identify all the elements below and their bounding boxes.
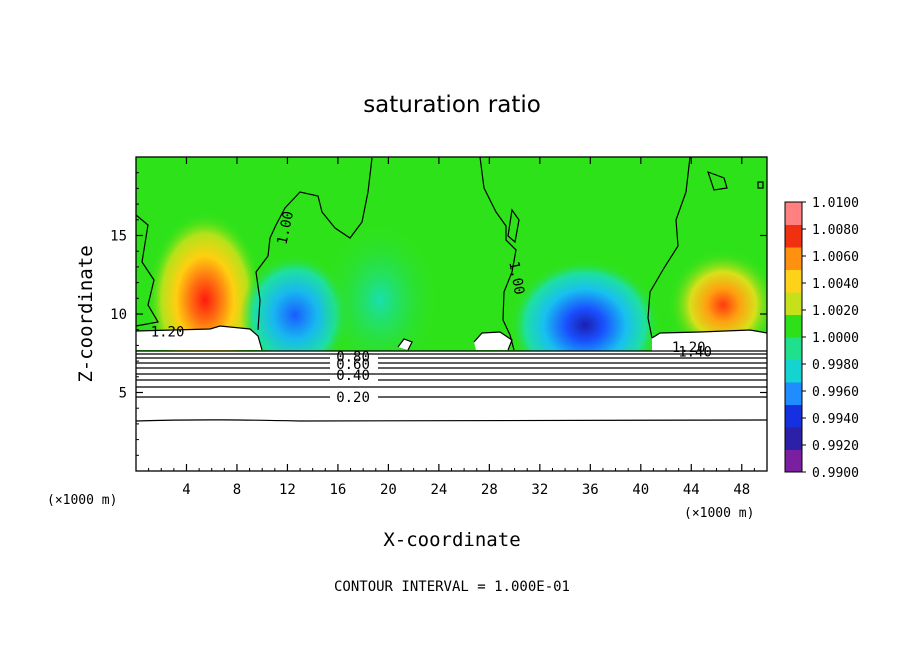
- contour-label: 1.00: [505, 260, 527, 296]
- colorbar-label: 1.0040: [812, 277, 859, 292]
- contour-label: 1.20: [151, 324, 185, 340]
- contour-label: 1.00: [275, 210, 298, 246]
- y-axis: 5 10 15: [110, 172, 767, 456]
- x-axis-label: X-coordinate: [383, 529, 520, 551]
- colorbar-label: 0.9900: [812, 466, 859, 481]
- colorbar-label: 0.9920: [812, 439, 859, 454]
- x-tick-label: 28: [481, 482, 498, 498]
- colorbar-label: 1.0060: [812, 250, 859, 265]
- contour-lines: [136, 157, 767, 423]
- contour-label: 1.20: [672, 340, 706, 356]
- x-axis: 4 8 12 16 20 24 28 32 36 40 44 48: [148, 157, 755, 498]
- contour-0.10: [136, 419, 767, 423]
- x-tick-label: 8: [233, 482, 241, 498]
- colorbar-label: 0.9980: [812, 358, 859, 373]
- y-unit-label: (×1000 m): [47, 493, 117, 508]
- x-tick-label: 4: [182, 482, 190, 498]
- x-tick-label: 20: [380, 482, 397, 498]
- colorbar-segment: [785, 269, 802, 293]
- colorbar-segment: [785, 247, 802, 270]
- colorbar-label: 1.0020: [812, 304, 859, 319]
- contour-small-loop-3: [757, 181, 764, 189]
- colorbar-label: 0.9960: [812, 385, 859, 400]
- contour-small-loop-2: [707, 170, 728, 191]
- contour-1.00-left: [136, 214, 159, 327]
- colorbar-segment: [785, 292, 802, 315]
- y-tick-label: 5: [119, 386, 127, 402]
- contour-label: 0.20: [336, 390, 370, 406]
- x-tick-label: 40: [632, 482, 649, 498]
- contour-label: 1.40: [678, 345, 712, 361]
- cloud-patch-center: [474, 332, 512, 350]
- chart-title: saturation ratio: [363, 92, 541, 118]
- x-tick-label: 48: [733, 482, 750, 498]
- contour-cloud-left: [136, 325, 263, 351]
- colorbar-segment: [785, 224, 802, 248]
- x-tick-label: 44: [683, 482, 700, 498]
- contour-cloud-right: [651, 329, 767, 339]
- cloud-patch-mid: [398, 339, 412, 350]
- x-tick-label: 24: [430, 482, 447, 498]
- cloud-region-right: [652, 330, 767, 351]
- colorbar-segment: [785, 404, 802, 428]
- colorbar-segment: [785, 202, 802, 225]
- y-tick-label: 15: [110, 229, 127, 245]
- x-tick-label: 36: [582, 482, 599, 498]
- x-tick-label: 16: [329, 482, 346, 498]
- contour-cloud-mid: [397, 338, 413, 351]
- x-tick-label: 32: [531, 482, 548, 498]
- contour-cloud-center: [473, 331, 513, 351]
- colorbar-label: 1.0100: [812, 196, 859, 211]
- contour-1.00-center: [255, 157, 373, 331]
- contour-label: 0.80: [336, 349, 370, 365]
- contour-label: 0.60: [336, 357, 370, 373]
- contour-interval-text: CONTOUR INTERVAL = 1.000E-01: [334, 579, 570, 595]
- colorbar-label: 0.9940: [812, 412, 859, 427]
- colorbar-label: 1.0080: [812, 223, 859, 238]
- colorbar-segment: [785, 359, 802, 383]
- contour-1.00-mid: [479, 157, 517, 351]
- contour-small-loop-1: [507, 208, 520, 244]
- teal-region-mid: [320, 220, 440, 380]
- contour-1.00-right: [647, 157, 691, 339]
- colorbar: 1.0100 1.0080 1.0060 1.0040 1.0020 1.0000 0.99…: [784, 196, 859, 481]
- colorbar-segment: [785, 427, 802, 450]
- y-tick-label: 10: [110, 307, 127, 323]
- colorbar-label: 1.0000: [812, 331, 859, 346]
- contour-label: 0.40: [336, 368, 370, 384]
- x-unit-label: (×1000 m): [684, 506, 754, 521]
- colorbar-segment: [785, 337, 802, 360]
- y-axis-label: Z-coordinate: [75, 245, 97, 382]
- colorbar-segment: [785, 314, 802, 338]
- contour-labels: 1.001.001.201.201.400.800.600.400.20: [151, 210, 712, 407]
- colorbar-segment: [785, 382, 802, 405]
- subsaturated-layer: [136, 351, 767, 471]
- colorbar-segment: [785, 449, 802, 473]
- x-tick-label: 12: [279, 482, 296, 498]
- cloud-region-left: [136, 326, 262, 350]
